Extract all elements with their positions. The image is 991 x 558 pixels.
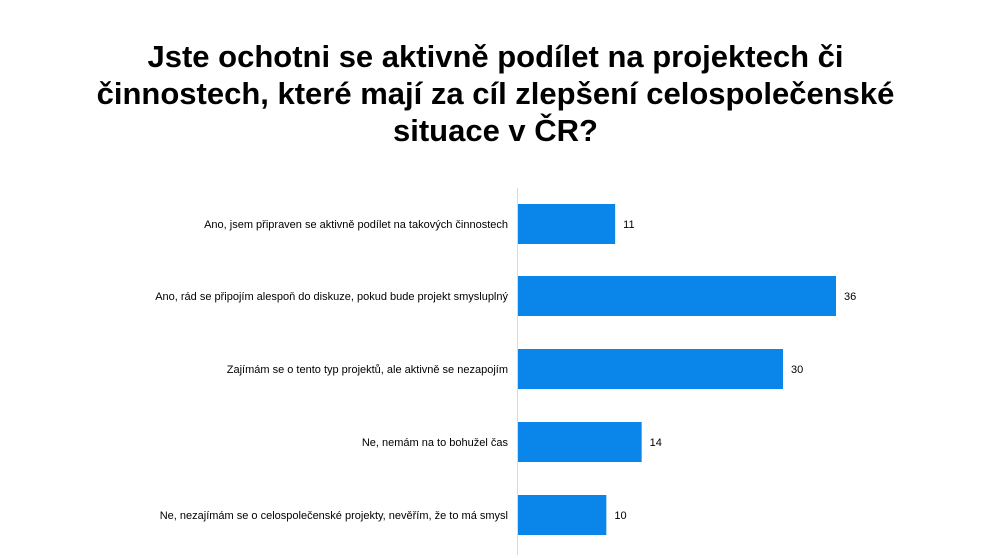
category-label-1: Ano, jsem připraven se aktivně podílet n…	[204, 219, 508, 231]
bar-5	[518, 495, 607, 535]
value-label-2: 36	[844, 291, 856, 303]
value-label-4: 14	[650, 437, 662, 449]
value-label-3: 30	[791, 364, 803, 376]
value-label-5: 10	[614, 510, 626, 522]
category-label-3: Zajímám se o tento typ projektů, ale akt…	[227, 364, 508, 376]
bar-2	[518, 276, 836, 316]
bar-3	[518, 349, 783, 389]
chart-title: Jste ochotni se aktivně podílet na proje…	[96, 39, 895, 148]
category-label-5: Ne, nezajímám se o celospolečenské proje…	[160, 510, 508, 522]
bar-4	[518, 422, 642, 462]
bar-1	[518, 204, 616, 244]
category-label-2: Ano, rád se připojím alespoň do diskuze,…	[155, 291, 508, 303]
value-label-1: 11	[623, 219, 634, 231]
category-label-4: Ne, nemám na to bohužel čas	[362, 437, 509, 449]
